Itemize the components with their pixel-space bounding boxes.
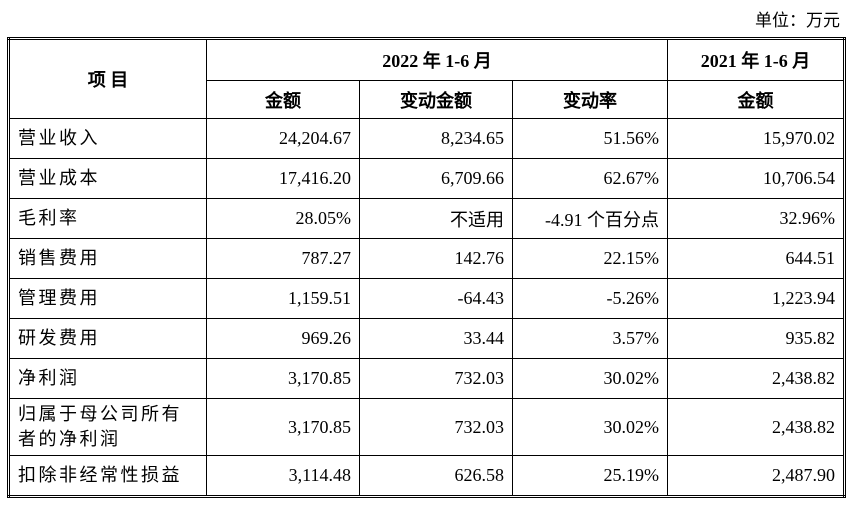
cell: 1,159.51 [206,278,360,319]
table-row: 管理费用 1,159.51 -64.43 -5.26% 1,223.94 [8,278,846,319]
cell: 33.44 [359,318,513,359]
cell: 787.27 [206,238,360,279]
row-label: 营业收入 [8,118,207,159]
cell: 644.51 [667,238,846,279]
row-label: 管理费用 [8,278,207,319]
cell: 969.26 [206,318,360,359]
row-label: 净利润 [8,358,207,399]
cell: 不适用 [359,198,513,239]
table-row: 营业成本 17,416.20 6,709.66 62.67% 10,706.54 [8,158,846,199]
row-label: 营业成本 [8,158,207,199]
cell: 935.82 [667,318,846,359]
table-row: 归属于母公司所有者的净利润 3,170.85 732.03 30.02% 2,438.8… [8,398,846,456]
cell: 25.19% [511,455,669,497]
cell: 1,223.94 [667,278,846,319]
table-row: 研发费用 969.26 33.44 3.57% 935.82 [8,318,846,359]
item-header: 项 目 [8,38,207,119]
cell: 732.03 [359,358,513,399]
row-label: 研发费用 [8,318,207,359]
column-header: 金额 [206,80,360,119]
row-label: 扣除非经常性损益 [8,455,207,497]
cell: 732.03 [359,398,513,456]
column-header: 变动金额 [359,80,513,119]
period-header: 2022 年 1-6 月 [205,38,669,81]
cell: -4.91 个百分点 [511,198,669,239]
column-header: 金额 [667,80,846,119]
cell: 62.67% [511,158,669,199]
cell: 3.57% [511,318,669,359]
table-row: 毛利率 28.05% 不适用 -4.91 个百分点 32.96% [8,198,846,239]
cell: 2,438.82 [667,358,846,399]
table-row: 净利润 3,170.85 732.03 30.02% 2,438.82 [8,358,846,399]
cell: -64.43 [359,278,513,319]
unit-label: 单位：万元 [755,11,840,30]
table-row: 销售费用 787.27 142.76 22.15% 644.51 [8,238,846,279]
row-label: 毛利率 [8,198,207,239]
period-header: 2021 年 1-6 月 [667,38,846,81]
cell: 2,487.90 [667,455,846,497]
table-row: 扣除非经常性损益 3,114.48 626.58 25.19% 2,487.90 [8,455,846,497]
cell: 17,416.20 [206,158,360,199]
cell: 8,234.65 [359,118,513,159]
cell: 6,709.66 [359,158,513,199]
cell: 28.05% [206,198,360,239]
cell: 32.96% [667,198,846,239]
cell: 30.02% [511,398,669,456]
cell: 3,170.85 [206,358,360,399]
cell: 15,970.02 [667,118,846,159]
cell: 30.02% [511,358,669,399]
cell: 3,114.48 [206,455,360,497]
table-row: 营业收入 24,204.67 8,234.65 51.56% 15,970.02 [8,118,846,159]
cell: 10,706.54 [667,158,846,199]
row-label: 归属于母公司所有者的净利润 [8,398,207,456]
cell: 51.56% [511,118,669,159]
cell: 3,170.85 [206,398,360,456]
cell: 24,204.67 [206,118,360,159]
cell: 626.58 [359,455,513,497]
data-table: 项 目 2022 年 1-6 月 2021 年 1-6 月 金额 变动金额 变动率金… [7,37,847,498]
cell: 22.15% [511,238,669,279]
column-header: 变动率 [511,80,669,119]
cell: 2,438.82 [667,398,846,456]
cell: 142.76 [359,238,513,279]
row-label: 销售费用 [8,238,207,279]
cell: -5.26% [511,278,669,319]
